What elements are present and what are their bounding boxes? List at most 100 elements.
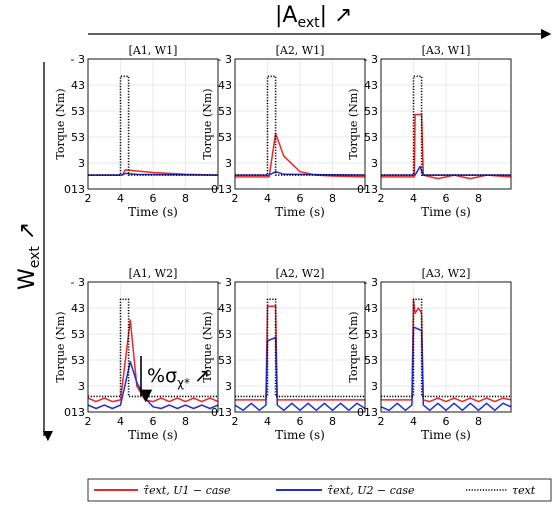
- axes-frame: [380, 281, 512, 413]
- subplot-title: [A2, W1]: [276, 44, 325, 57]
- y-tick-label: 53: [218, 105, 232, 118]
- subplot-title: [A2, W2]: [276, 267, 325, 280]
- frequency-label: W: [15, 268, 40, 290]
- x-tick-label: 4: [117, 192, 124, 205]
- x-tick-label: 8: [329, 415, 336, 428]
- svg-text:Wext↗: Wext ↗: [15, 222, 43, 290]
- y-tick-label: 53: [218, 354, 232, 367]
- legend-label-ref: τext: [512, 484, 536, 497]
- y-tick-label: 53: [218, 328, 232, 341]
- y-tick-label: 53: [218, 131, 232, 144]
- subplot-title: [A3, W2]: [422, 267, 471, 280]
- series-line-ref: [88, 75, 218, 176]
- y-tick-label: 013: [64, 183, 85, 196]
- y-tick-label: 3: [371, 157, 378, 170]
- amplitude-sub: ext: [297, 15, 320, 31]
- y-tick-label: 53: [71, 328, 85, 341]
- axes-frame: [234, 58, 366, 190]
- x-tick-label: 8: [182, 192, 189, 205]
- x-tick-label: 6: [150, 192, 157, 205]
- legend: τ̂ext, U1 − case τ̂ext, U2 − case τext: [87, 478, 552, 502]
- y-tick-label: 3: [225, 157, 232, 170]
- series-line-u2: [87, 360, 219, 410]
- y-tick-label: - 3: [218, 276, 232, 289]
- svg-text:%σχ*↗: %σχ* ↗: [147, 365, 210, 390]
- x-tick-label: 2: [232, 415, 239, 428]
- x-tick-label: 2: [232, 192, 239, 205]
- series-line-u2: [380, 326, 512, 412]
- axes-frame: [234, 281, 366, 413]
- y-axis-label: Torque (Nm): [347, 88, 360, 159]
- y-tick-label: 43: [218, 302, 232, 315]
- y-axis-label: Torque (Nm): [201, 88, 214, 159]
- series-line-ref: [381, 75, 511, 176]
- amplitude-header: |Aext| ↗: [88, 3, 552, 40]
- subplot-title: [A3, W1]: [422, 44, 471, 57]
- y-tick-label: 013: [64, 406, 85, 419]
- legend-label-u2: τ̂ext, U2 − case: [327, 484, 415, 497]
- y-tick-label: 43: [364, 79, 378, 92]
- subplot-1: 2 4 6 8 - 3 43 53 53 3 013 [A1, W1] Time (s) Torque …: [54, 44, 219, 219]
- y-tick-label: 43: [71, 79, 85, 92]
- y-tick-label: 3: [78, 157, 85, 170]
- y-tick-label: 53: [71, 105, 85, 118]
- y-axis-label: Torque (Nm): [54, 311, 67, 382]
- series-line-u1: [87, 319, 219, 403]
- legend-item-ref: τext: [466, 484, 536, 497]
- x-tick-label: 2: [85, 415, 92, 428]
- x-axis-label: Time (s): [275, 205, 325, 219]
- x-axis-label: Time (s): [421, 205, 471, 219]
- x-tick-label: 2: [378, 415, 385, 428]
- y-tick-label: - 3: [218, 53, 232, 66]
- x-tick-label: 2: [85, 192, 92, 205]
- y-tick-label: 53: [364, 328, 378, 341]
- y-axis-label: Torque (Nm): [347, 311, 360, 382]
- x-tick-label: 4: [410, 415, 417, 428]
- amplitude-tail: | ↗: [320, 3, 353, 28]
- y-tick-label: 53: [364, 131, 378, 144]
- series-line-u2: [234, 336, 366, 412]
- y-tick-label: 3: [371, 380, 378, 393]
- frequency-header: Wext ↗: [15, 62, 54, 442]
- x-axis-label: Time (s): [128, 428, 178, 442]
- legend-item-u2: τ̂ext, U2 − case: [276, 484, 415, 497]
- subplot-title: [A1, W1]: [129, 44, 178, 57]
- y-tick-label: 43: [364, 302, 378, 315]
- x-tick-label: 6: [297, 192, 304, 205]
- x-tick-label: 6: [297, 415, 304, 428]
- x-tick-label: 8: [475, 415, 482, 428]
- series-line-u1: [381, 298, 512, 403]
- frequency-sub: ext: [27, 246, 43, 269]
- y-tick-label: 3: [225, 380, 232, 393]
- y-tick-label: 53: [71, 131, 85, 144]
- y-tick-label: 3: [78, 380, 85, 393]
- subplot-2: 2 4 6 8 - 3 43 53 53 3 013 [A2, W1] Time (s) Torque …: [201, 44, 366, 219]
- x-tick-label: 8: [329, 192, 336, 205]
- x-tick-label: 4: [264, 192, 271, 205]
- series-line-ref: [381, 298, 511, 398]
- y-axis-label: Torque (Nm): [201, 311, 214, 382]
- x-tick-label: 6: [150, 415, 157, 428]
- x-axis-label: Time (s): [128, 205, 178, 219]
- y-tick-label: 013: [357, 406, 378, 419]
- y-tick-label: 53: [364, 354, 378, 367]
- x-tick-label: 8: [182, 415, 189, 428]
- y-tick-label: - 3: [364, 53, 378, 66]
- y-tick-label: - 3: [71, 276, 85, 289]
- dispersion-annotation: %σχ* ↗: [139, 356, 210, 403]
- x-tick-label: 4: [410, 192, 417, 205]
- axes-frame: [87, 281, 219, 413]
- axes-frame: [87, 58, 219, 190]
- series-line-ref: [235, 75, 365, 176]
- x-tick-label: 4: [264, 415, 271, 428]
- y-tick-label: 53: [71, 354, 85, 367]
- legend-item-u1: τ̂ext, U1 − case: [94, 484, 231, 497]
- y-tick-label: 013: [211, 406, 232, 419]
- x-axis-label: Time (s): [275, 428, 325, 442]
- x-tick-label: 6: [443, 192, 450, 205]
- y-tick-label: - 3: [71, 53, 85, 66]
- x-axis-label: Time (s): [421, 428, 471, 442]
- subplot-6: 2 4 6 8 - 3 43 53 53 3 013 [A3, W2] Time (s) Torque …: [347, 267, 512, 442]
- x-tick-label: 2: [378, 192, 385, 205]
- y-tick-label: 43: [218, 79, 232, 92]
